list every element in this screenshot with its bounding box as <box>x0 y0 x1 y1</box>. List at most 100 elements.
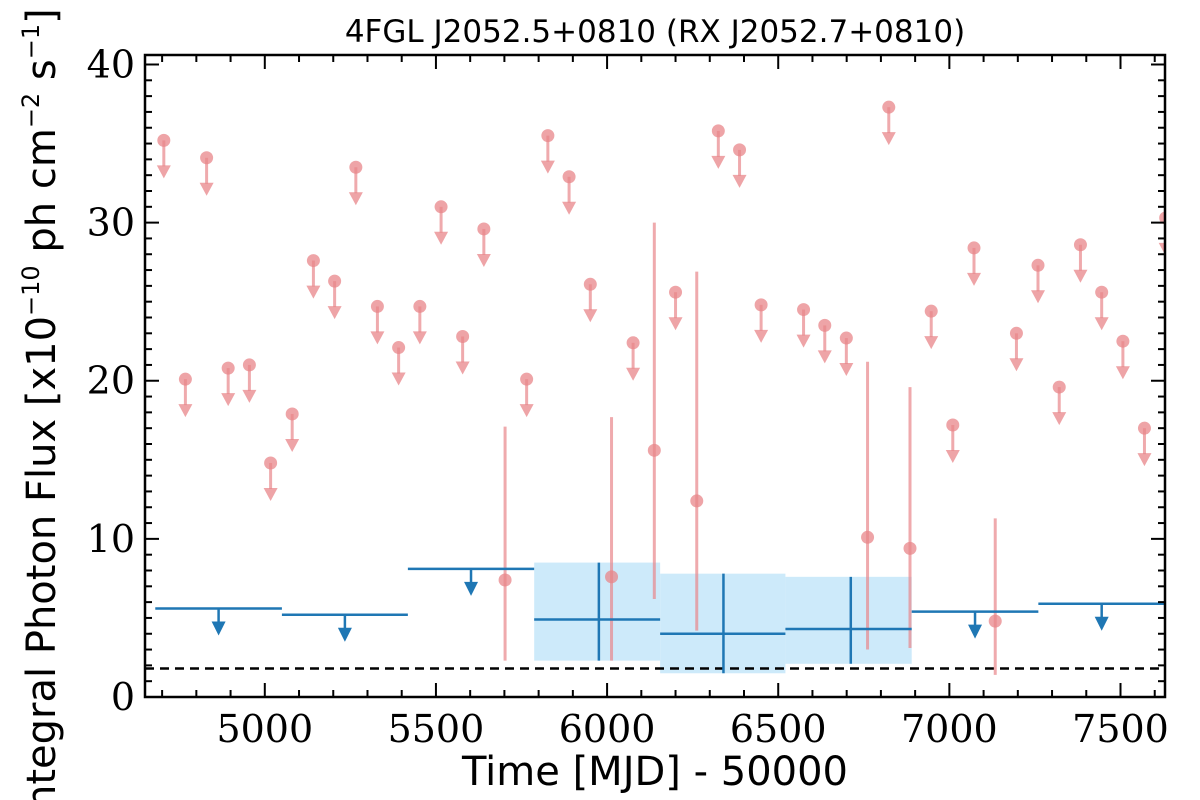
plot-area: 5000 5500 6000 6500 7000 7500 0 10 20 30 40 <box>87 42 1169 751</box>
short-bin-upper-limit-point <box>1137 421 1151 435</box>
short-bin-upper-limit-point <box>1031 258 1045 272</box>
y-tick-label: 20 <box>87 359 135 403</box>
short-bin-upper-limit-arrow <box>754 329 769 343</box>
short-bin-upper-limit-arrow <box>1137 453 1152 467</box>
short-bin-upper-limit-arrow <box>1031 290 1046 304</box>
short-bin-upper-limit-point <box>946 418 960 432</box>
short-bin-upper-limit-arrow <box>1115 366 1130 380</box>
x-tick-label: 7000 <box>901 707 998 751</box>
short-bin-upper-limit-point <box>1073 238 1087 252</box>
short-bin-upper-limit-point <box>797 303 811 317</box>
short-bin-upper-limit-arrow <box>839 363 854 377</box>
short-bin-upper-limit-point <box>264 456 278 470</box>
short-bin-upper-limit-arrow <box>1073 269 1088 283</box>
short-bin-upper-limit-point <box>711 124 725 138</box>
y-axis-label-exp2: −2 <box>17 93 45 128</box>
short-bin-upper-limit-point <box>434 200 448 214</box>
short-bin-upper-limit-point <box>477 222 491 236</box>
short-bin-upper-limit-arrow <box>711 155 726 169</box>
short-bin-upper-limit-arrow <box>370 331 385 345</box>
y-axis-label-mid2: s <box>19 59 65 93</box>
short-bin-upper-limit-point <box>669 285 683 299</box>
short-bin-upper-limit-arrow <box>945 450 960 464</box>
y-axis-label-mid: ph cm <box>19 128 65 265</box>
short-bin-upper-limit-arrow <box>540 160 555 174</box>
short-bin-upper-limit-point <box>1095 285 1109 299</box>
chart-title: 4FGL J2052.5+0810 (RX J2052.7+0810) <box>345 14 965 50</box>
long-bin-upper-limit-arrow <box>211 621 226 636</box>
long-bin-error-band <box>534 562 661 661</box>
short-bin-upper-limit-arrow <box>327 306 342 320</box>
y-axis-label-end: ] <box>19 8 65 24</box>
short-bin-upper-limit-point <box>221 361 235 375</box>
short-bin-upper-limit-point <box>1159 211 1165 225</box>
short-bin-upper-limit-arrow <box>156 165 171 179</box>
y-tick-label: 30 <box>87 201 135 245</box>
short-bin-upper-limit-point <box>157 133 171 147</box>
short-bin-upper-limit-point <box>306 254 320 268</box>
short-bin-upper-limit-arrow <box>732 174 747 188</box>
x-axis-label: Time [MJD] - 50000 <box>461 749 848 795</box>
short-bin-upper-limit-arrow <box>796 334 811 348</box>
long-bin-upper-limit-arrow <box>1094 616 1109 631</box>
short-bin-upper-limit-arrow <box>1094 317 1109 331</box>
short-bin-upper-limit-arrow <box>412 331 427 345</box>
short-bin-upper-limit-arrow <box>242 389 257 403</box>
short-bin-upper-limit-point <box>562 170 576 184</box>
short-bin-upper-limit-point <box>839 331 853 345</box>
y-tick-label: 40 <box>87 42 135 86</box>
short-bin-upper-limit-arrow <box>391 372 406 386</box>
short-bin-detection-point <box>605 570 619 584</box>
short-bin-upper-limit-point <box>520 372 534 386</box>
short-bin-upper-limit-point <box>583 277 597 291</box>
short-bin-upper-limit-arrow <box>1009 358 1024 372</box>
x-tick-label: 5500 <box>388 707 485 751</box>
short-bin-upper-limit-arrow <box>881 132 896 146</box>
short-bin-upper-limit-arrow <box>967 272 982 286</box>
short-bin-upper-limit-point <box>413 299 427 313</box>
x-tick-label: 6000 <box>559 707 656 751</box>
short-bin-upper-limit-arrow <box>199 182 214 196</box>
short-bin-upper-limit-arrow <box>178 404 193 418</box>
short-bin-upper-limit-point <box>1116 334 1130 348</box>
short-bin-upper-limit-point <box>285 407 299 421</box>
short-bin-upper-limit-point <box>178 372 192 386</box>
short-bin-upper-limit-point <box>626 336 640 350</box>
short-bin-upper-limit-point <box>754 298 768 312</box>
long-bin-upper-limit-arrow <box>464 581 479 596</box>
short-bin-upper-limit-point <box>392 341 406 355</box>
short-bin-upper-limit-arrow <box>562 201 577 215</box>
long-bin-error-band <box>785 576 912 664</box>
short-bin-upper-limit-arrow <box>817 350 832 364</box>
short-bin-upper-limit-arrow <box>1158 242 1165 255</box>
short-bin-upper-limit-point <box>1009 326 1023 340</box>
short-bin-upper-limit-arrow <box>455 361 470 375</box>
short-bin-upper-limit-arrow <box>306 285 321 299</box>
short-bin-upper-limit-arrow <box>434 231 449 245</box>
short-bin-upper-limit-point <box>967 241 981 255</box>
short-bin-detection-point <box>498 573 512 587</box>
y-axis-label: Integral Photon Flux [x10−10 ph cm−2 s−1… <box>17 8 65 800</box>
short-bin-upper-limit-arrow <box>583 309 598 323</box>
short-bin-upper-limit-arrow <box>519 404 534 418</box>
x-tick-label: 7500 <box>1072 707 1169 751</box>
x-tick-label: 5000 <box>216 707 313 751</box>
y-tick-label: 10 <box>87 517 135 561</box>
short-bin-upper-limit-arrow <box>476 253 491 267</box>
short-bin-upper-limit-point <box>733 143 747 157</box>
y-tick-label: 0 <box>111 675 135 719</box>
short-bin-upper-limit-arrow <box>348 192 363 206</box>
long-bin-upper-limit-arrow <box>337 627 352 642</box>
short-bin-upper-limit-arrow <box>221 393 236 407</box>
short-bin-upper-limit-point <box>818 318 832 332</box>
plot-frame <box>143 53 1167 699</box>
short-bin-detection-point <box>647 443 661 457</box>
short-bin-upper-limit-point <box>242 358 256 372</box>
short-bin-detection-point <box>690 494 704 508</box>
short-bin-upper-limit-arrow <box>668 317 683 331</box>
short-bin-detection-point <box>903 541 917 555</box>
short-bin-upper-limit-arrow <box>924 336 939 350</box>
y-axis-label-exp1: −10 <box>17 265 45 316</box>
short-bin-upper-limit-point <box>370 299 384 313</box>
